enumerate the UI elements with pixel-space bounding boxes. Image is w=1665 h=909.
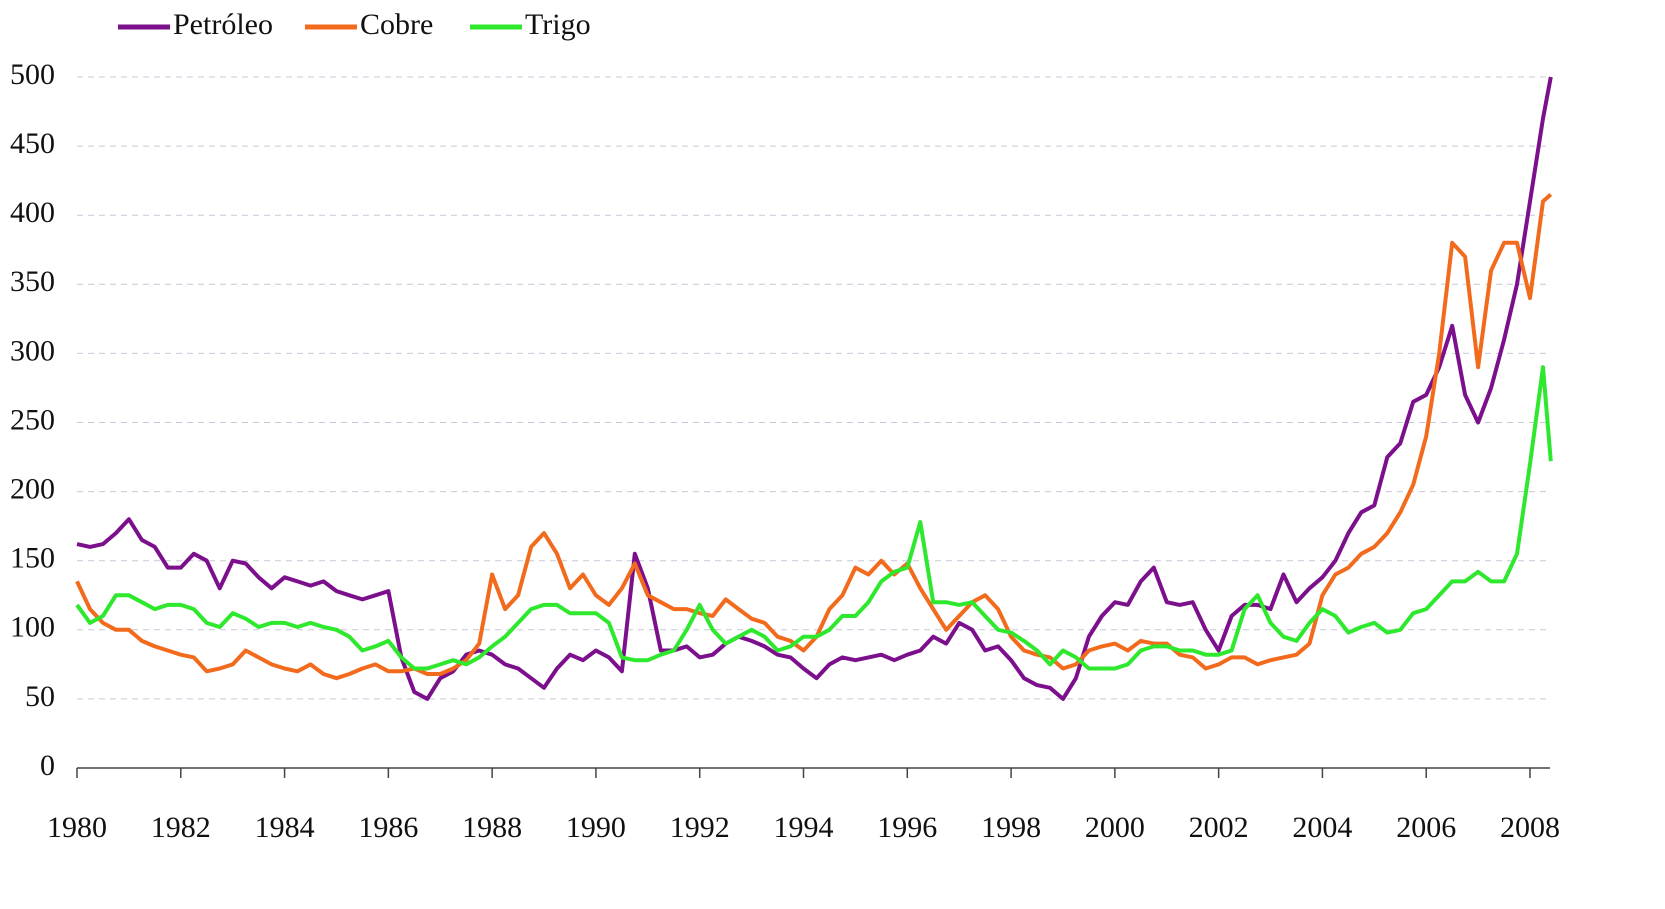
x-tick-label: 1998 xyxy=(981,811,1041,844)
x-tick-label: 2002 xyxy=(1189,811,1249,844)
legend-label: Cobre xyxy=(360,8,433,41)
y-tick-label: 50 xyxy=(25,680,55,713)
x-tick-label: 1984 xyxy=(255,811,315,844)
y-tick-label: 400 xyxy=(10,196,55,229)
y-tick-label: 300 xyxy=(10,334,55,367)
x-tick-label: 2008 xyxy=(1500,811,1560,844)
x-tick-label: 1990 xyxy=(566,811,626,844)
y-tick-label: 150 xyxy=(10,542,55,575)
series-line xyxy=(75,365,1553,671)
x-tick-label: 2006 xyxy=(1396,811,1456,844)
x-tick-label: 2000 xyxy=(1085,811,1145,844)
y-tick-label: 500 xyxy=(10,58,55,91)
x-tick-label: 1996 xyxy=(877,811,937,844)
series-line xyxy=(75,193,1553,681)
x-tick-label: 1992 xyxy=(670,811,730,844)
x-tick-label: 2004 xyxy=(1292,811,1352,844)
y-tick-label: 200 xyxy=(10,472,55,505)
x-tick-label: 1980 xyxy=(47,811,107,844)
y-tick-label: 350 xyxy=(10,265,55,298)
y-tick-label: 450 xyxy=(10,127,55,160)
legend-label: Trigo xyxy=(525,8,591,41)
x-tick-label: 1986 xyxy=(358,811,418,844)
y-tick-label: 250 xyxy=(10,403,55,436)
x-tick-label: 1994 xyxy=(774,811,834,844)
y-tick-label: 0 xyxy=(40,749,55,782)
x-tick-label: 1982 xyxy=(151,811,211,844)
x-tick-label: 1988 xyxy=(462,811,522,844)
y-tick-label: 100 xyxy=(10,611,55,644)
legend-label: Petróleo xyxy=(173,8,273,41)
series-line xyxy=(76,76,1553,701)
